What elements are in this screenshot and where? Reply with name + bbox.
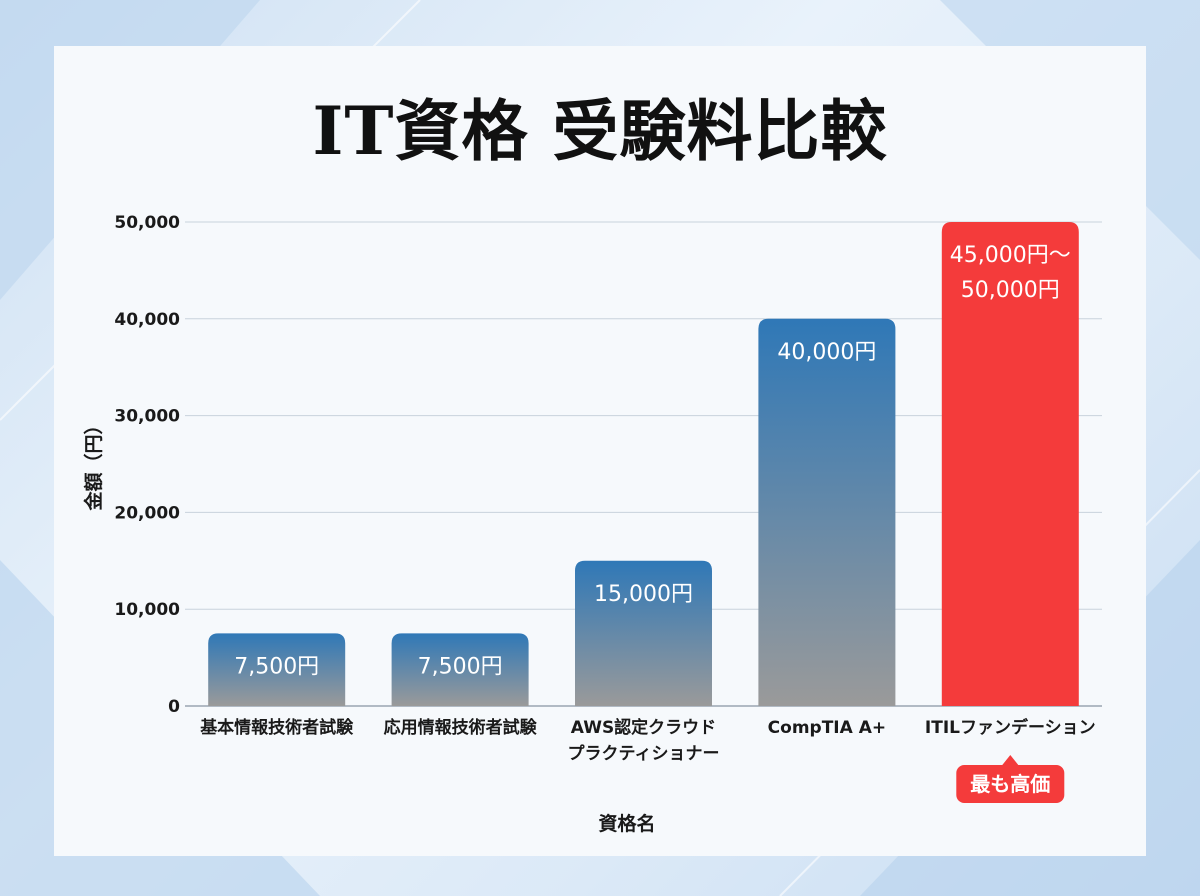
data-label: 50,000円	[961, 278, 1060, 303]
x-tick-label: AWS認定クラウド	[571, 717, 716, 738]
y-tick-label: 50,000	[114, 213, 180, 233]
chart-title: IT資格 受験料比較	[312, 92, 888, 170]
data-label: 7,500円	[234, 654, 319, 679]
bar	[391, 633, 529, 706]
bar	[941, 222, 1079, 706]
bar	[208, 633, 346, 706]
y-tick-label: 10,000	[114, 600, 180, 620]
x-tick-label: 基本情報技術者試験	[199, 717, 354, 738]
x-axis-title: 資格名	[598, 812, 655, 835]
bar	[575, 560, 712, 706]
x-tick-label: 応用情報技術者試験	[384, 717, 538, 738]
callout-pointer	[1002, 755, 1019, 765]
y-tick-label: 20,000	[114, 503, 180, 523]
y-axis-title: 金額（円）	[82, 415, 105, 511]
x-tick-label: プラクティショナー	[568, 743, 720, 764]
y-tick-label: 40,000	[114, 310, 180, 330]
y-tick-label: 30,000	[114, 407, 180, 427]
bar	[758, 318, 896, 706]
data-label: 40,000円	[777, 340, 876, 365]
data-label: 15,000円	[594, 582, 693, 607]
data-label: 7,500円	[418, 654, 503, 679]
x-tick-label: ITILファンデーション	[925, 717, 1096, 738]
y-tick-label: 0	[168, 697, 180, 717]
data-label: 45,000円～	[950, 243, 1071, 268]
callout-badge	[956, 765, 1065, 803]
callout-text: 最も高価	[970, 772, 1050, 796]
x-tick-label: CompTIA A+	[768, 718, 886, 738]
